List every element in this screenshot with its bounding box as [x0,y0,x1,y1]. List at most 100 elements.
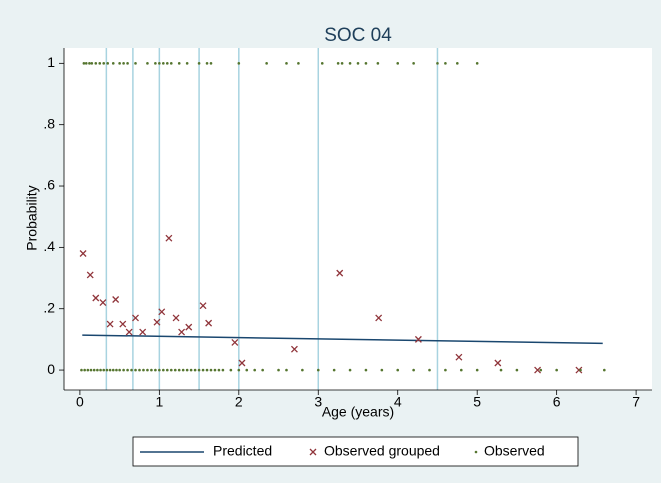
observed-point [285,368,288,372]
observed-point [444,368,447,372]
observed-point [169,368,173,372]
y-tick-label: 1 [47,54,55,70]
observed-point [82,62,86,65]
y-tick-label: .8 [43,115,55,131]
observed-point [98,62,102,65]
grouped-point [92,294,100,302]
observed-point [265,62,268,65]
grouped-point [106,320,114,328]
observed-point [185,368,189,372]
grouped-point [231,338,239,346]
x-tick-label: 2 [235,394,243,410]
plot-area [64,48,652,390]
grouped-point [132,314,139,322]
observed-point [412,62,415,65]
observed-point [209,368,213,372]
observed-point [165,368,169,372]
observed-point [209,62,213,65]
observed-point [197,368,201,372]
chart-title: SOC 04 [324,25,392,46]
observed-point [122,368,125,372]
legend-label: Predicted [213,443,272,459]
observed-point [115,368,118,372]
observed-point [261,368,264,372]
observed-point [332,368,336,372]
observed-point [154,62,157,65]
observed-point [181,368,185,372]
observed-point [177,62,181,65]
observed-point [436,62,439,65]
grouped-point [99,299,107,307]
observed-point [412,368,415,372]
observed-point [111,62,115,65]
grouped-point [153,318,161,326]
grouped-point [336,269,344,277]
observed-point [336,62,340,65]
observed-point [111,368,115,372]
observed-point [142,368,145,372]
observed-point [138,368,141,372]
observed-point [106,62,110,65]
grouped-point [290,345,298,353]
observed-point [555,368,558,372]
grouped-point [178,328,186,336]
observed-point [126,368,129,372]
observed-point [515,368,519,372]
observed-point [165,62,169,65]
observed-point [348,62,352,65]
grouped-point [158,308,166,316]
observed-point [162,368,165,372]
legend [132,436,579,467]
observed-point [105,368,109,372]
observed-point [169,62,173,65]
observed-point [96,368,99,372]
grouped-point [575,366,583,374]
observed-point [134,368,137,372]
observed-point [579,368,582,372]
x-tick-label: 3 [314,394,322,410]
observed-point [459,368,463,372]
observed-point [88,62,91,65]
observed-point [221,368,225,372]
observed-point [205,62,209,65]
observed-point [177,368,181,372]
observed-point [130,368,133,372]
observed-point [158,368,161,372]
observed-point [364,62,368,65]
observed-point [237,62,241,65]
observed-point [118,62,121,65]
grouped-point [205,319,213,327]
legend-label: Observed [484,443,545,459]
observed-point [108,368,112,372]
observed-point [94,62,98,65]
x-tick-label: 7 [632,394,640,410]
observed-point [444,62,447,65]
observed-point [89,368,93,372]
observed-point [245,368,249,372]
grouped-point [375,314,383,322]
observed-point [316,368,320,372]
observed-point [320,62,324,65]
x-tick-label: 5 [473,394,481,410]
y-axis-label: Probability [24,185,40,250]
legend-symbol [474,450,478,454]
observed-point [154,368,157,372]
grouped-point [86,271,94,279]
observed-point [539,368,543,372]
observed-point [92,368,96,372]
observed-point [229,368,233,372]
observed-point [364,368,368,372]
observed-point [277,368,280,372]
predicted-line [82,334,603,345]
grouped-point [79,250,87,257]
observed-point [197,62,201,65]
observed-point [102,368,106,372]
observed-point [428,368,431,372]
grouped-point [139,328,147,336]
x-tick-label: 0 [76,394,84,410]
observed-point [84,62,88,65]
observed-point [99,368,102,372]
grouped-point [414,335,422,343]
grouped-point [165,234,173,242]
observed-point [158,62,161,65]
